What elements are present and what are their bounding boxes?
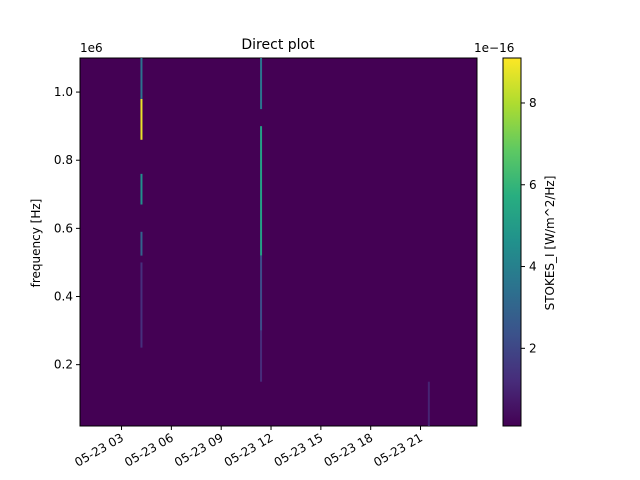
x-tick-label: 05-23 21: [371, 430, 425, 469]
burst-segment: [140, 231, 143, 256]
burst-segment: [427, 381, 430, 426]
x-tick-label: 05-23 15: [272, 430, 326, 469]
y-tick-label: 0.8: [54, 153, 73, 167]
x-tick-label: 05-23 06: [122, 430, 176, 469]
y-offset-label: 1e6: [80, 41, 103, 55]
plot-area: [79, 57, 478, 427]
x-tick-label: 05-23 12: [222, 430, 276, 469]
burst-segment: [140, 173, 143, 205]
burst-segment: [260, 255, 263, 331]
burst-segment: [140, 98, 143, 140]
burst-segment: [140, 58, 143, 99]
colorbar-ticks: 2 4 6 8: [521, 96, 537, 355]
x-tick-label: 05-23 18: [321, 430, 375, 469]
y-tick-label: 1.0: [54, 85, 73, 99]
burst-segment: [140, 262, 143, 348]
burst-segment: [260, 330, 263, 382]
y-tick-label: 0.4: [54, 290, 73, 304]
colorbar-offset-label: 1e−16: [474, 41, 514, 55]
colorbar-tick-label: 8: [529, 96, 537, 110]
chart-title: Direct plot: [241, 37, 315, 53]
colorbar-label: STOKES_I [W/m^2/Hz]: [543, 176, 557, 311]
colorbar: [502, 57, 522, 427]
x-tick-label: 05-23 09: [172, 430, 226, 469]
colorbar-tick-label: 6: [529, 178, 537, 192]
burst-layer: [140, 58, 430, 426]
y-tick-label: 0.6: [54, 221, 73, 235]
y-axis-label: frequency [Hz]: [29, 199, 43, 288]
burst-segment: [260, 126, 263, 256]
colorbar-tick-label: 2: [529, 341, 537, 355]
colorbar-tick-label: 4: [529, 260, 537, 274]
x-tick-label: 05-23 03: [72, 430, 126, 469]
y-tick-label: 0.2: [54, 358, 73, 372]
burst-segment: [260, 58, 263, 110]
y-axis-ticks: 0.2 0.4 0.6 0.8 1.0: [54, 85, 80, 372]
